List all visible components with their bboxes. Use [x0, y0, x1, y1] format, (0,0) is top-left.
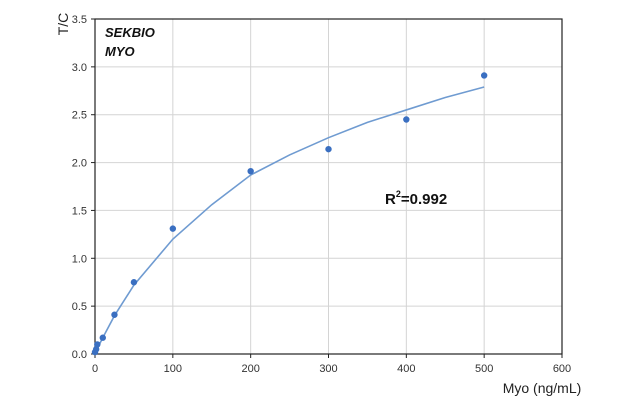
x-tick-label: 500 — [475, 363, 493, 375]
x-tick-label: 100 — [164, 363, 182, 375]
data-point — [480, 72, 488, 79]
x-tick-label: 0 — [92, 363, 98, 375]
y-axis-title: T/C — [55, 13, 71, 36]
data-point — [111, 311, 118, 318]
data-points-layer — [91, 72, 488, 356]
data-point — [94, 341, 101, 348]
y-tick-label: 3.5 — [72, 14, 87, 26]
fit-curve-layer — [94, 86, 485, 355]
fit-curve — [94, 86, 485, 355]
analyte-label: MYO — [105, 44, 135, 59]
x-tick-label: 600 — [553, 363, 571, 375]
y-tick-label: 1.0 — [72, 253, 87, 265]
data-point — [130, 279, 138, 286]
y-tick-label: 0.0 — [72, 349, 87, 361]
y-tick-label: 3.0 — [72, 62, 87, 74]
y-tick-label: 2.0 — [72, 158, 87, 170]
y-tick-label: 1.5 — [72, 205, 87, 217]
y-tick-label: 2.5 — [72, 110, 87, 122]
data-point — [403, 116, 410, 123]
x-tick-label: 300 — [319, 363, 337, 375]
brand-label: SEKBIO — [105, 25, 155, 40]
data-point — [92, 346, 100, 353]
x-tick-label: 200 — [241, 363, 259, 375]
y-tick-label: 0.5 — [72, 301, 87, 313]
data-point — [169, 225, 177, 232]
r-squared-annotation: R2=0.992 — [385, 189, 447, 208]
r-squared-value: =0.992 — [401, 191, 447, 208]
axis-ticks: 0 100 200 300 400 500 600 0.0 0.5 1.0 1.5 2.0 2.5 3.0… — [72, 14, 571, 375]
r-squared-exponent: 2 — [396, 189, 401, 199]
data-point — [325, 145, 332, 153]
r-squared-symbol: R — [385, 191, 396, 208]
x-tick-label: 400 — [397, 363, 415, 375]
grid — [95, 19, 562, 354]
data-point — [99, 334, 106, 341]
data-point — [247, 167, 254, 175]
x-axis-title: Myo (ng/mL) — [503, 380, 582, 396]
